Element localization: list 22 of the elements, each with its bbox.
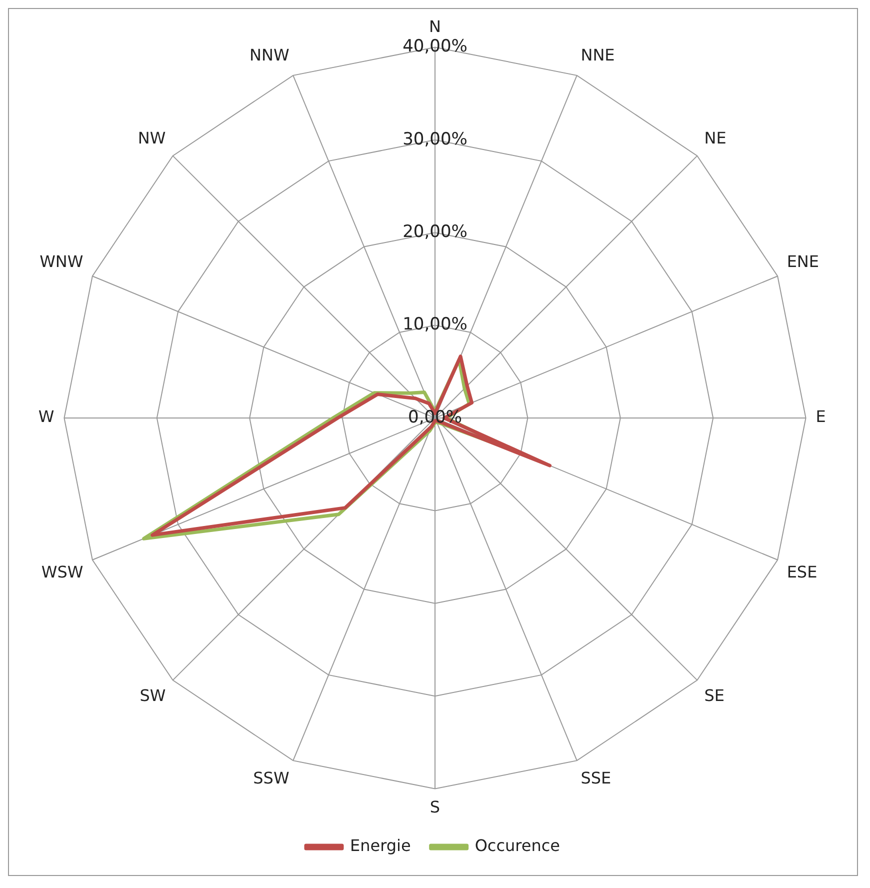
y-tick-label: 30,00% [402, 129, 468, 150]
spoke-label: ESE [786, 562, 818, 582]
y-tick-label: 20,00% [402, 222, 468, 242]
spoke-label: NW [138, 128, 166, 148]
y-tick-label: 10,00% [402, 314, 468, 335]
spoke-label: W [38, 407, 54, 426]
y-tick-label: 40,00% [402, 36, 468, 57]
spoke-label: SSW [253, 768, 290, 788]
spoke-label: ENE [786, 252, 819, 271]
spoke-label: NNE [580, 46, 615, 65]
spoke-label: SSE [580, 768, 612, 788]
spoke-label: N [429, 16, 441, 36]
spoke-label: SE [704, 686, 725, 706]
spoke-label: S [430, 798, 440, 817]
legend-label: Energie [350, 836, 411, 856]
spoke-label: E [816, 407, 826, 426]
spoke-label: NNW [250, 46, 290, 65]
spoke-label: SW [140, 686, 166, 706]
legend-label: Occurence [474, 836, 560, 856]
spoke-label: NE [704, 128, 726, 148]
spoke-label: WSW [41, 562, 84, 582]
spoke-label: WNW [40, 252, 84, 271]
